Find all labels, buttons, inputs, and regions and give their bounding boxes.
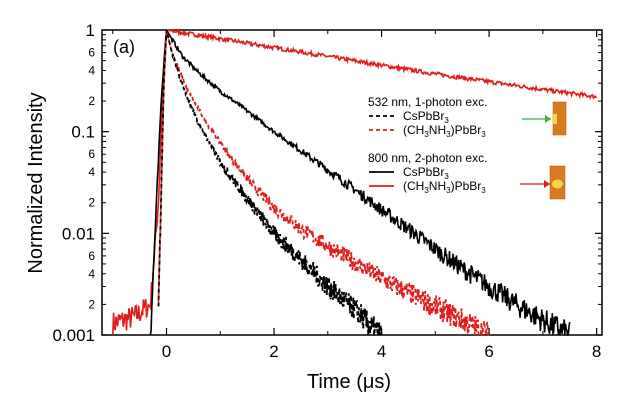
y-minor-tick-label: 4 <box>88 63 95 77</box>
series-line-1 <box>157 30 490 337</box>
y-tick-label: 1 <box>86 21 95 40</box>
x-tick-label: 8 <box>592 342 601 361</box>
x-tick-label: 6 <box>484 342 493 361</box>
y-minor-tick-label: 2 <box>88 196 95 210</box>
legend-group-title: 532 nm, 1-photon exc. <box>368 95 487 109</box>
plot-frame <box>101 29 603 336</box>
y-minor-tick-label: 2 <box>88 94 95 108</box>
y-tick-label: 0.01 <box>62 224 95 243</box>
legend-entry-label: (CH3NH3)PbBr3 <box>403 123 486 139</box>
legend-group-title: 800 nm, 2-photon exc. <box>368 151 487 165</box>
y-axis-label: Normalized Intensity <box>25 92 47 273</box>
series-line-3 <box>112 27 598 336</box>
y-tick-label: 0.1 <box>71 123 95 142</box>
y-minor-tick-label: 6 <box>88 147 95 161</box>
legend: 532 nm, 1-photon exc.CsPbBr3(CH3NH3)PbBr… <box>368 95 487 195</box>
sample-2-photon-icon <box>520 165 566 200</box>
x-tick-label: 4 <box>377 342 386 361</box>
y-minor-tick-label: 4 <box>88 165 95 179</box>
x-tick-label: 2 <box>269 342 278 361</box>
legend-entry-label: CsPbBr3 <box>403 109 449 125</box>
y-minor-tick-label: 4 <box>88 267 95 281</box>
legend-entry-label: (CH3NH3)PbBr3 <box>403 179 486 195</box>
series-line-2 <box>149 29 571 336</box>
y-minor-tick-label: 6 <box>88 249 95 263</box>
x-tick-label: 0 <box>162 342 171 361</box>
y-minor-tick-label: 6 <box>88 46 95 60</box>
x-axis-label: Time (μs) <box>307 371 391 393</box>
series-line-0 <box>157 30 383 336</box>
legend-entry-label: CsPbBr3 <box>403 165 449 181</box>
y-tick-label: 0.001 <box>52 326 95 345</box>
y-axis: 1 0.1 0.01 0.001 6 4 2 6 4 2 6 4 2 <box>52 21 602 345</box>
panel-label: (a) <box>113 37 135 57</box>
plot-border <box>101 29 603 336</box>
y-minor-tick-label: 2 <box>88 297 95 311</box>
sample-1-photon-icon <box>522 101 567 136</box>
series-layer <box>112 27 598 337</box>
